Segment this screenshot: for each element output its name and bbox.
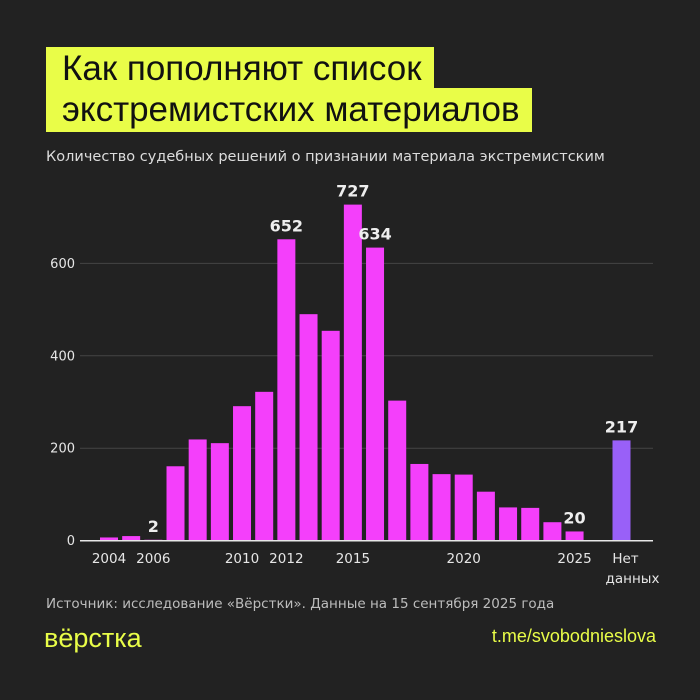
chart-subtitle: Количество судебных решений о признании … <box>46 149 605 165</box>
x-tick-label: 2006 <box>136 551 170 567</box>
bar-2023 <box>521 507 540 541</box>
bar-Нет-данных <box>612 440 631 541</box>
bar-2021 <box>476 491 495 541</box>
data-label: 20 <box>563 508 585 527</box>
bar-2009 <box>210 443 229 541</box>
x-tick-label: 2012 <box>269 551 303 567</box>
bar-2014 <box>321 330 340 541</box>
logo: вёрстка <box>44 623 142 653</box>
x-tick-label: 2015 <box>336 551 370 567</box>
source-note: Источник: исследование «Вёрстки». Данные… <box>46 596 555 612</box>
bar-2012 <box>277 239 296 541</box>
bar-2024 <box>543 522 562 541</box>
data-label: 634 <box>358 225 391 244</box>
data-label: 2 <box>148 517 159 536</box>
x-tick-label: Нет <box>612 551 638 567</box>
bar-2008 <box>188 439 207 541</box>
bar-2020 <box>454 474 473 541</box>
bar-2019 <box>432 474 451 541</box>
y-tick-label: 0 <box>67 534 75 549</box>
data-label: 217 <box>605 417 638 436</box>
bar-2004 <box>100 537 118 541</box>
bar-2015 <box>343 204 362 541</box>
bar-2005 <box>122 536 141 541</box>
bar-2013 <box>299 314 318 541</box>
bar-2017 <box>388 400 407 541</box>
bar-2007 <box>166 466 185 541</box>
x-tick-label: 2025 <box>557 551 591 567</box>
title-line-2: экстремистских материалов <box>46 88 532 132</box>
bar-2016 <box>366 247 385 541</box>
data-label: 652 <box>270 216 303 235</box>
bar-2022 <box>499 507 518 541</box>
y-tick-label: 200 <box>50 442 75 457</box>
x-tick-label: 2020 <box>447 551 481 567</box>
y-tick-label: 600 <box>50 257 75 272</box>
bar-2011 <box>255 391 274 541</box>
bar-2018 <box>410 463 429 541</box>
x-tick-label: 2010 <box>225 551 259 567</box>
title-line-1: Как пополняют список <box>46 47 434 91</box>
telegram-link[interactable]: t.me/svobodnieslova <box>491 626 656 646</box>
bar-2025 <box>565 531 584 541</box>
data-label: 727 <box>336 182 369 201</box>
x-tick-label: данных <box>606 571 660 587</box>
x-tick-label: 2004 <box>92 551 126 567</box>
bar-2010 <box>233 406 252 541</box>
y-tick-label: 400 <box>50 349 75 364</box>
